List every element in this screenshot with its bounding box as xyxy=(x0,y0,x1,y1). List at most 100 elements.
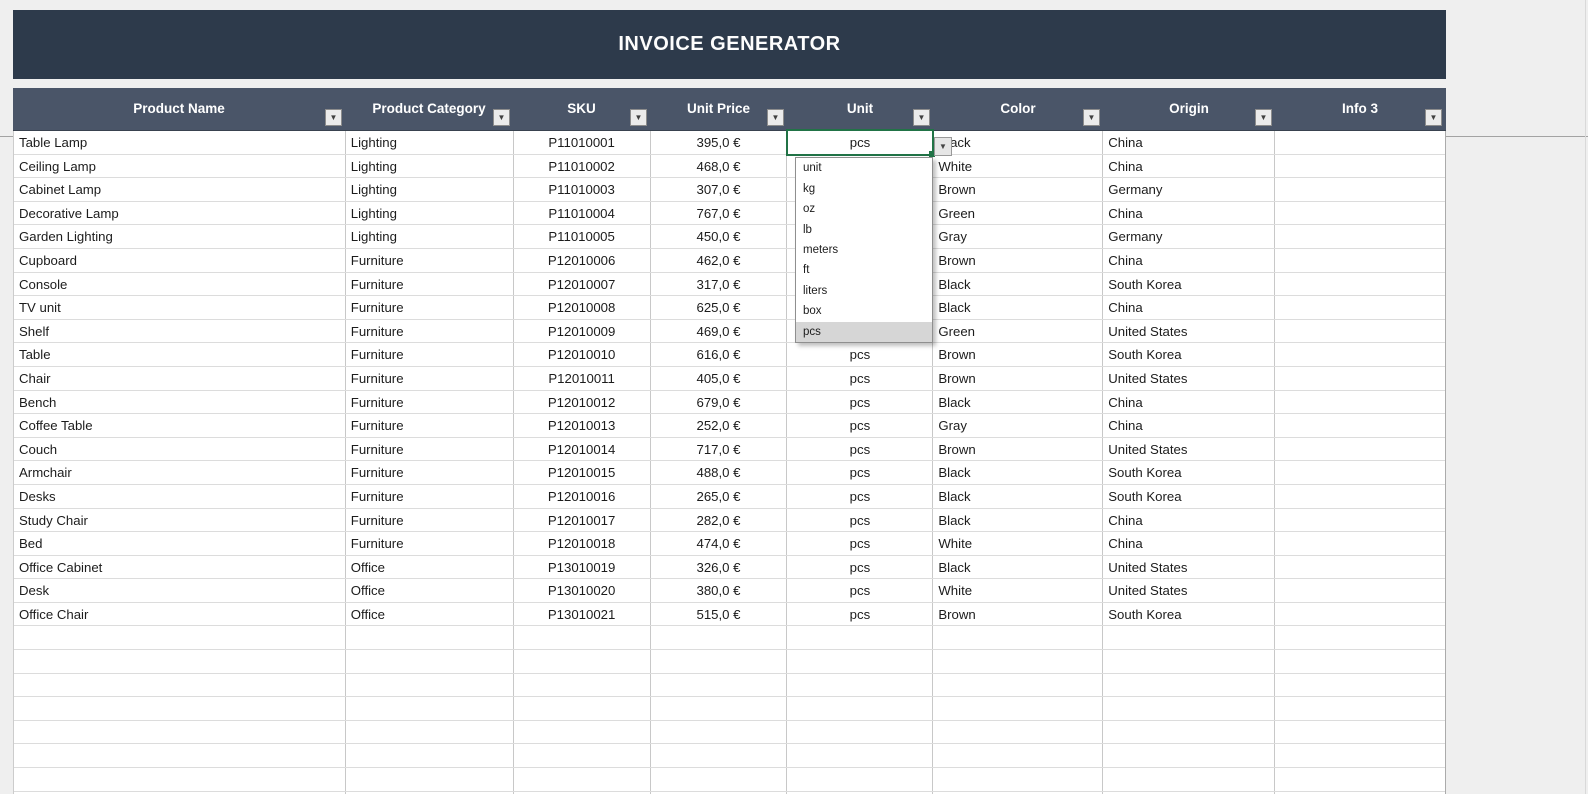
dropdown-option[interactable]: pcs xyxy=(796,321,932,342)
table-cell[interactable]: China xyxy=(1103,508,1276,532)
table-cell[interactable] xyxy=(1275,650,1445,673)
table-cell[interactable]: Lighting xyxy=(346,201,514,225)
table-cell[interactable]: P12010007 xyxy=(514,272,651,296)
table-cell[interactable]: pcs xyxy=(787,390,934,414)
table-cell[interactable]: P13010019 xyxy=(514,555,651,579)
table-cell[interactable]: pcs xyxy=(787,579,934,602)
table-cell[interactable]: Lighting xyxy=(346,154,514,178)
table-cell[interactable] xyxy=(346,626,514,650)
table-cell[interactable]: United States xyxy=(1103,319,1276,343)
table-cell[interactable] xyxy=(1103,744,1276,768)
table-cell[interactable]: South Korea xyxy=(1103,272,1276,296)
table-cell[interactable]: TV unit xyxy=(14,296,346,319)
dropdown-arrow-button[interactable]: ▼ xyxy=(934,137,952,156)
table-cell[interactable]: Black xyxy=(933,461,1104,484)
table-cell[interactable]: China xyxy=(1103,248,1276,272)
table-cell[interactable]: China xyxy=(1103,296,1276,319)
table-cell[interactable]: 767,0 € xyxy=(651,201,788,225)
table-cell[interactable]: 625,0 € xyxy=(651,296,788,319)
table-cell[interactable] xyxy=(1275,697,1445,720)
table-cell[interactable]: China xyxy=(1103,154,1276,178)
table-cell[interactable] xyxy=(1275,131,1445,154)
table-cell[interactable]: Brown xyxy=(933,343,1104,366)
table-cell[interactable]: China xyxy=(1103,201,1276,225)
table-cell[interactable]: China xyxy=(1103,131,1276,154)
table-cell[interactable]: P11010003 xyxy=(514,178,651,201)
table-cell[interactable] xyxy=(787,626,934,650)
table-cell[interactable] xyxy=(346,744,514,768)
table-cell[interactable]: pcs xyxy=(787,555,934,579)
table-cell[interactable]: P12010009 xyxy=(514,319,651,343)
dropdown-option[interactable]: liters xyxy=(803,284,828,297)
table-cell[interactable]: 616,0 € xyxy=(651,343,788,366)
table-cell[interactable]: pcs xyxy=(787,532,934,555)
filter-button[interactable]: ▼ xyxy=(1083,109,1100,126)
table-cell[interactable] xyxy=(1275,485,1445,508)
filter-button[interactable]: ▼ xyxy=(325,109,342,126)
table-cell[interactable]: P12010012 xyxy=(514,390,651,414)
table-cell[interactable]: 474,0 € xyxy=(651,532,788,555)
table-cell[interactable]: Lighting xyxy=(346,225,514,248)
table-cell[interactable] xyxy=(1275,320,1445,343)
table-cell[interactable]: pcs xyxy=(787,602,934,626)
table-cell[interactable]: Lighting xyxy=(346,178,514,201)
table-cell[interactable]: Green xyxy=(933,319,1104,343)
table-cell[interactable]: Cupboard xyxy=(14,248,346,272)
table-cell[interactable]: Brown xyxy=(933,437,1104,461)
table-cell[interactable] xyxy=(933,673,1104,697)
dropdown-option[interactable]: kg xyxy=(803,182,816,195)
table-cell[interactable] xyxy=(1275,367,1445,390)
table-cell[interactable]: United States xyxy=(1103,579,1276,602)
table-cell[interactable] xyxy=(1275,178,1445,201)
table-cell[interactable]: 307,0 € xyxy=(651,178,788,201)
dropdown-option[interactable]: ft xyxy=(803,264,810,277)
table-cell[interactable] xyxy=(1275,509,1445,532)
table-cell[interactable] xyxy=(651,650,788,673)
dropdown-option[interactable]: oz xyxy=(803,203,816,216)
table-cell[interactable]: Black xyxy=(933,272,1104,296)
table-cell[interactable]: Cabinet Lamp xyxy=(14,178,346,201)
table-cell[interactable] xyxy=(514,791,651,794)
dropdown-option[interactable]: lb xyxy=(803,223,812,236)
filter-button[interactable]: ▼ xyxy=(630,109,647,126)
table-cell[interactable]: 282,0 € xyxy=(651,508,788,532)
table-cell[interactable] xyxy=(1275,579,1445,602)
table-cell[interactable]: 395,0 € xyxy=(651,131,788,154)
table-cell[interactable] xyxy=(787,673,934,697)
table-cell[interactable] xyxy=(346,768,514,791)
table-cell[interactable] xyxy=(1275,225,1445,248)
table-cell[interactable]: Furniture xyxy=(346,437,514,461)
table-cell[interactable] xyxy=(1103,626,1276,650)
table-cell[interactable] xyxy=(787,791,934,794)
table-cell[interactable]: Office Chair xyxy=(14,602,346,626)
fill-handle[interactable] xyxy=(929,151,935,157)
table-cell[interactable] xyxy=(514,697,651,720)
table-cell[interactable]: Table Lamp xyxy=(14,131,346,154)
table-cell[interactable]: 469,0 € xyxy=(651,319,788,343)
table-cell[interactable] xyxy=(1275,202,1445,225)
table-cell[interactable] xyxy=(933,791,1104,794)
table-cell[interactable]: 717,0 € xyxy=(651,437,788,461)
table-cell[interactable]: Germany xyxy=(1103,225,1276,248)
table-cell[interactable] xyxy=(14,673,346,697)
filter-button[interactable]: ▼ xyxy=(767,109,784,126)
table-cell[interactable]: Black xyxy=(933,390,1104,414)
table-cell[interactable]: Brown xyxy=(933,602,1104,626)
table-cell[interactable]: pcs xyxy=(787,414,934,437)
table-cell[interactable] xyxy=(933,626,1104,650)
table-cell[interactable]: 450,0 € xyxy=(651,225,788,248)
table-cell[interactable]: pcs xyxy=(787,343,934,366)
table-cell[interactable]: Table xyxy=(14,343,346,366)
table-cell[interactable]: P13010020 xyxy=(514,579,651,602)
table-cell[interactable]: pcs xyxy=(787,508,934,532)
table-cell[interactable] xyxy=(651,720,788,744)
table-cell[interactable] xyxy=(1275,414,1445,437)
table-cell[interactable]: P12010010 xyxy=(514,343,651,366)
table-cell[interactable] xyxy=(1275,296,1445,319)
table-cell[interactable] xyxy=(1275,744,1445,767)
table-cell[interactable]: P12010008 xyxy=(514,296,651,319)
table-cell[interactable]: P12010018 xyxy=(514,532,651,555)
table-cell[interactable]: South Korea xyxy=(1103,343,1276,366)
table-cell[interactable]: P11010004 xyxy=(514,201,651,225)
table-cell[interactable]: Furniture xyxy=(346,248,514,272)
